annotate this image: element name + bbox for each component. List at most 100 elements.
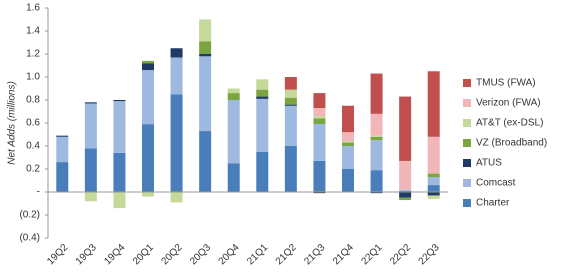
legend-label: Charter (476, 198, 510, 209)
bar-segment (342, 142, 354, 146)
x-tick-label: 19Q3 (74, 242, 99, 267)
bar-segment (227, 100, 240, 164)
x-tick-label: 21Q1 (245, 242, 270, 267)
bar-segment (170, 192, 183, 203)
y-tick-label: 1.4 (26, 26, 40, 37)
legend-label: Verizon (FWA) (476, 98, 541, 109)
legend-label: AT&T (ex-DSL) (476, 118, 543, 129)
bar-segment (370, 170, 383, 192)
x-tick-label: 21Q2 (274, 242, 299, 267)
y-tick-label: 0.6 (26, 118, 40, 129)
bar-segment (170, 48, 183, 58)
x-tick-label: 19Q2 (45, 242, 70, 267)
bar-segment (56, 135, 69, 137)
bar-segment (170, 57, 183, 95)
bar-segment (142, 124, 154, 192)
bar-segment (399, 197, 412, 201)
x-tick-label: 22Q3 (417, 242, 442, 267)
bar-segment (284, 105, 297, 146)
bar-segment (427, 136, 440, 174)
bar-segment (142, 63, 154, 71)
bar-segment (256, 96, 269, 99)
bar-segment (342, 169, 354, 192)
bar-segment (56, 136, 69, 163)
bar-segment (142, 70, 154, 125)
bar-segment (342, 146, 354, 169)
bar-segment (256, 151, 269, 192)
bar-segment (427, 192, 440, 196)
bar-segment (227, 93, 240, 100)
legend-label: VZ (Broadband) (476, 138, 547, 149)
y-tick-label: 0.8 (26, 95, 40, 106)
bar-segment (399, 190, 412, 192)
bar-segment (313, 108, 326, 117)
bar-segment (370, 140, 383, 171)
bar-segment (227, 163, 240, 192)
bar-segment (284, 97, 297, 105)
x-tick-label: 19Q4 (102, 242, 127, 267)
bar-segment (256, 79, 269, 90)
bar-segment (256, 98, 269, 152)
bar-segment (170, 94, 183, 192)
bar-segment (113, 152, 126, 192)
x-tick-label: 20Q1 (131, 242, 156, 267)
legend-swatch (463, 99, 471, 107)
y-tick-label: 1.2 (26, 49, 40, 60)
bar-segment (313, 118, 326, 125)
bar-segment (370, 135, 383, 137)
x-tick-label: 20Q3 (188, 242, 213, 267)
bar-segment (313, 93, 326, 109)
legend-swatch (463, 139, 471, 147)
bar-segment (370, 113, 383, 136)
x-tick-label: 22Q2 (388, 242, 413, 267)
y-tick-label: 1.6 (26, 3, 40, 14)
bar-segment (313, 160, 326, 192)
y-tick-label: 0.4 (26, 141, 40, 152)
bar-segment (342, 132, 354, 142)
x-tick-label: 21Q4 (331, 242, 356, 267)
bar-segment (199, 19, 212, 42)
bar-segment (427, 177, 440, 186)
legend-swatch (463, 199, 471, 207)
bar-segment (313, 192, 326, 194)
bar-segment (427, 71, 440, 137)
bar-segment (84, 103, 97, 149)
bar-segment (399, 192, 412, 198)
bar-segment (227, 88, 240, 94)
bar-segment (427, 195, 440, 199)
bar-segment (427, 185, 440, 192)
legend-swatch (463, 179, 471, 187)
bar-segment (113, 100, 126, 102)
bar-segment (84, 148, 97, 192)
bar-segment (313, 116, 326, 119)
y-tick-label: (0.2) (19, 210, 40, 221)
bar-segment (199, 41, 212, 54)
bar-segment (284, 77, 297, 90)
y-tick-label: 1.0 (26, 72, 40, 83)
x-tick-label: 20Q2 (159, 242, 184, 267)
bar-segment (84, 102, 97, 104)
x-tick-label: 20Q4 (217, 242, 242, 267)
bar-segment (56, 162, 69, 192)
bar-segment (313, 124, 326, 161)
bar-segment (342, 105, 354, 133)
legend-label: ATUS (476, 158, 502, 169)
legend-swatch (463, 159, 471, 167)
bar-segment (284, 89, 297, 98)
x-tick-label: 22Q1 (359, 242, 384, 267)
x-tick-label: 21Q3 (302, 242, 327, 267)
bar-segment (370, 192, 383, 194)
bar-segment (84, 192, 97, 202)
bar-segment (113, 101, 126, 153)
bar-segment (199, 131, 212, 192)
legend-swatch (463, 119, 471, 127)
bar-segment (284, 146, 297, 192)
bar-segment (342, 141, 354, 143)
y-tick-label: 0.2 (26, 164, 40, 175)
bar-segment (142, 60, 154, 64)
bar-segment (142, 192, 154, 197)
bar-segment (370, 73, 383, 114)
bar-segment (399, 160, 412, 190)
bar-segment (199, 56, 212, 132)
